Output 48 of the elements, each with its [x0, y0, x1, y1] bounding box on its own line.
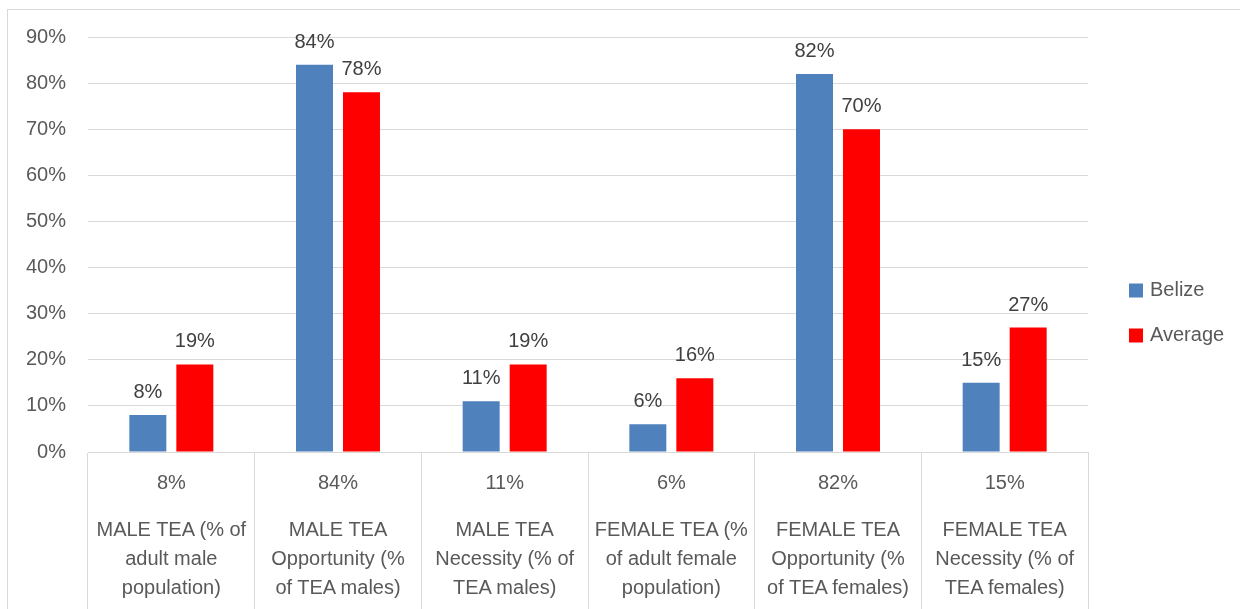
bar [129, 415, 167, 452]
legend-label: Belize [1150, 278, 1205, 301]
data-label: 82% [817, 470, 859, 493]
y-tick-label: 20% [25, 347, 67, 370]
bar [176, 364, 214, 452]
bar [676, 378, 714, 452]
text: 6% [633, 389, 663, 412]
data-label: 78% [341, 57, 382, 80]
y-tick-label: 0% [37, 439, 67, 462]
data-label: 19% [508, 329, 549, 352]
bar [296, 64, 333, 452]
bar [509, 364, 547, 452]
y-tick-label: 60% [25, 162, 67, 185]
data-label: 6% [656, 470, 686, 493]
data-label: 8% [156, 470, 186, 493]
x-tick-label: FEMALE TEA Opportunity (% of TEA females) [767, 517, 909, 598]
data-label: 15% [984, 470, 1025, 493]
data-label: 11% [485, 470, 525, 493]
y-tick-label: 90% [25, 24, 67, 47]
text: 8% [133, 380, 163, 403]
bar [796, 73, 833, 452]
y-tick-label: 80% [25, 70, 67, 93]
bar [1009, 327, 1047, 452]
text: 82% [794, 38, 835, 61]
bar [843, 129, 880, 452]
bar [343, 92, 380, 452]
x-tick-label: FEMALE TEA (% of adult female population) [594, 517, 749, 598]
y-tick-label: 10% [25, 393, 67, 416]
y-tick-label: 50% [25, 208, 67, 231]
text: 11% [461, 366, 501, 389]
bar [962, 382, 1000, 452]
legend-label: Average [1150, 323, 1225, 346]
y-tick-label: 70% [25, 116, 67, 139]
y-tick-label: 30% [25, 301, 67, 324]
data-label: 84% [317, 470, 359, 493]
x-tick-label: MALE TEA (% of adult male population) [96, 517, 247, 598]
x-tick-label: FEMALE TEA Necessity (% of TEA females) [935, 517, 1075, 598]
data-label: 16% [674, 343, 716, 366]
y-tick-label: 40% [25, 255, 67, 278]
text: 84% [294, 29, 335, 52]
text: 15% [961, 347, 1002, 370]
bar [629, 424, 667, 452]
data-label: 19% [174, 329, 216, 352]
data-label: 27% [1008, 292, 1049, 315]
bar [462, 401, 500, 452]
x-tick-label: MALE TEA Opportunity (% of TEA males) [271, 517, 405, 598]
data-label: 70% [841, 94, 882, 117]
x-tick-label: MALE TEA Necessity (% of TEA males) [435, 517, 575, 598]
